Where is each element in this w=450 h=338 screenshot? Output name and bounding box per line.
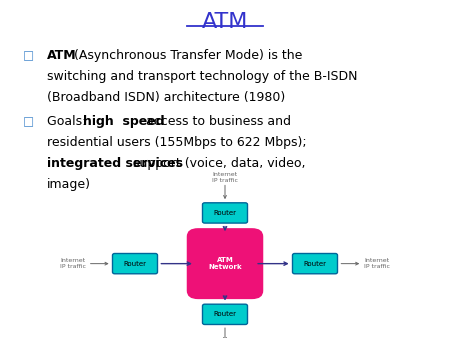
Text: Goals:: Goals: bbox=[47, 115, 90, 128]
Text: image): image) bbox=[47, 178, 91, 191]
Text: access to business and: access to business and bbox=[146, 115, 291, 128]
FancyBboxPatch shape bbox=[112, 254, 158, 274]
Text: □: □ bbox=[22, 115, 34, 128]
Text: ATM
Network: ATM Network bbox=[208, 257, 242, 270]
Text: Internet
IP traffic: Internet IP traffic bbox=[364, 258, 391, 269]
FancyBboxPatch shape bbox=[187, 228, 263, 299]
Text: residential users (155Mbps to 622 Mbps);: residential users (155Mbps to 622 Mbps); bbox=[47, 136, 307, 149]
FancyBboxPatch shape bbox=[202, 203, 248, 223]
Text: Router: Router bbox=[123, 261, 147, 267]
Text: high  speed: high speed bbox=[83, 115, 165, 128]
FancyBboxPatch shape bbox=[202, 304, 248, 324]
Text: Internet
IP traffic: Internet IP traffic bbox=[212, 172, 238, 183]
Text: switching and transport technology of the B-ISDN: switching and transport technology of th… bbox=[47, 70, 358, 83]
Text: Router: Router bbox=[303, 261, 327, 267]
Text: (Broadband ISDN) architecture (1980): (Broadband ISDN) architecture (1980) bbox=[47, 91, 285, 104]
FancyBboxPatch shape bbox=[292, 254, 338, 274]
Text: Internet
IP traffic: Internet IP traffic bbox=[59, 258, 86, 269]
Text: integrated services: integrated services bbox=[47, 157, 183, 170]
Text: Router: Router bbox=[213, 311, 237, 317]
Text: Router: Router bbox=[213, 210, 237, 216]
Text: □: □ bbox=[22, 49, 34, 62]
Text: ATM: ATM bbox=[202, 12, 248, 32]
Text: (Asynchronous Transfer Mode) is the: (Asynchronous Transfer Mode) is the bbox=[74, 49, 302, 62]
Text: support (voice, data, video,: support (voice, data, video, bbox=[133, 157, 305, 170]
Text: ATM: ATM bbox=[47, 49, 77, 62]
